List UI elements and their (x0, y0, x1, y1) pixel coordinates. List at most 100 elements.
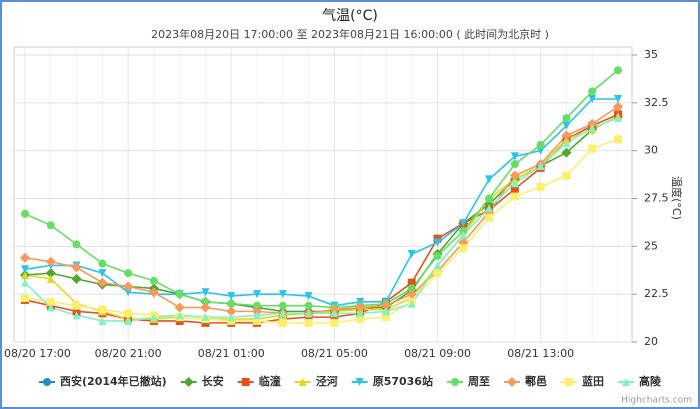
series-line (24, 115, 619, 320)
marker (407, 249, 416, 258)
marker (124, 269, 133, 278)
marker (485, 213, 494, 222)
legend-label: 西安(2014年已撤站) (60, 374, 167, 388)
marker (614, 66, 622, 75)
series-line (24, 138, 619, 324)
marker (46, 221, 55, 230)
marker (561, 147, 572, 158)
marker (72, 301, 81, 310)
marker (72, 311, 81, 320)
legend-item: 周至 (446, 375, 490, 388)
marker (588, 87, 597, 96)
marker (21, 271, 29, 280)
marker (72, 240, 81, 249)
marker (588, 144, 597, 153)
marker (183, 377, 194, 387)
marker (330, 309, 339, 318)
marker (124, 316, 133, 325)
marker (381, 307, 390, 316)
marker (614, 135, 622, 144)
marker (510, 179, 519, 188)
marker (621, 378, 630, 386)
marker (124, 288, 133, 297)
marker (175, 311, 184, 320)
marker (98, 305, 107, 314)
marker (298, 378, 307, 386)
legend-item: 泾河 (294, 374, 338, 388)
marker (433, 261, 442, 270)
marker (98, 269, 107, 278)
y-tick-label: 32.5 (644, 96, 669, 109)
marker (536, 183, 545, 192)
marker (536, 146, 545, 155)
y-tick-label: 27.5 (644, 192, 669, 205)
marker (485, 204, 494, 213)
series-line (24, 117, 619, 322)
marker (510, 160, 519, 169)
marker (175, 290, 184, 299)
marker (278, 309, 287, 318)
marker (253, 290, 262, 299)
credit: Highcharts.com (621, 396, 692, 406)
y-tick-label: 22.5 (644, 287, 669, 300)
marker (614, 114, 622, 123)
marker (561, 130, 572, 141)
legend-label: 长安 (202, 374, 224, 388)
marker (506, 377, 517, 387)
marker (381, 313, 390, 322)
marker (149, 313, 158, 322)
legend-label: 高陵 (639, 374, 662, 388)
y-axis-title: 温度(°C) (670, 176, 684, 220)
y-tick-label: 30 (644, 144, 658, 157)
marker (614, 95, 622, 104)
legend-label: 临潼 (259, 374, 281, 388)
marker (588, 95, 597, 104)
y-tick-label: 25 (644, 239, 658, 252)
y-tick-label: 20 (644, 335, 658, 348)
marker (46, 303, 55, 312)
marker (43, 378, 52, 386)
marker (380, 300, 391, 311)
series-line (24, 98, 618, 307)
legend-label: 原57036站 (373, 374, 433, 388)
marker (46, 297, 55, 306)
marker (98, 316, 107, 325)
marker (510, 192, 519, 201)
marker (45, 268, 56, 279)
marker (21, 209, 29, 218)
marker (148, 287, 159, 298)
marker (450, 378, 459, 386)
marker (71, 262, 82, 273)
marker (227, 292, 236, 301)
legend-label: 泾河 (316, 374, 338, 388)
marker (509, 170, 520, 181)
marker (278, 318, 287, 327)
legend-item: 原57036站 (351, 374, 433, 388)
legend-item: 高陵 (617, 374, 662, 388)
marker (485, 194, 494, 203)
marker (562, 114, 571, 123)
marker (304, 309, 313, 318)
marker (459, 244, 468, 253)
marker (226, 306, 237, 317)
chart-subtitle: 2023年08月20日 17:00:00 至 2023年08月21日 16:00… (151, 27, 549, 41)
marker (407, 278, 416, 287)
marker (407, 299, 416, 308)
marker (459, 230, 468, 239)
marker (433, 238, 442, 247)
marker (613, 101, 623, 112)
marker (588, 123, 597, 132)
marker (71, 273, 82, 284)
marker (355, 302, 366, 313)
marker (356, 315, 365, 324)
marker (98, 259, 107, 268)
x-tick-label: 08/21 01:00 (198, 347, 265, 360)
marker (200, 302, 211, 313)
legend-item: 西安(2014年已撤站) (39, 374, 167, 388)
marker (278, 290, 287, 299)
marker (356, 309, 365, 318)
marker (21, 278, 29, 287)
marker (97, 277, 108, 288)
marker (21, 265, 29, 274)
